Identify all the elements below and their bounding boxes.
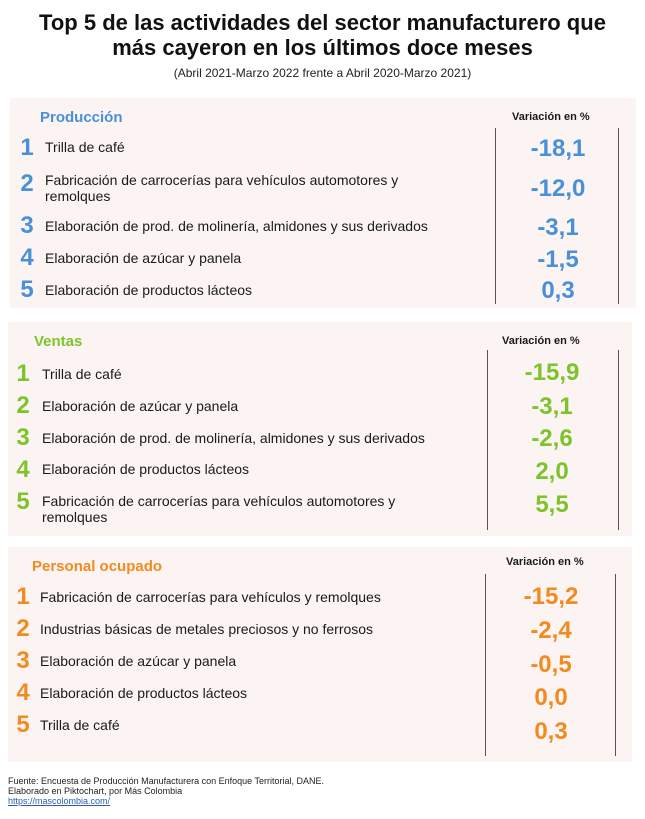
ventas-divider-left <box>487 350 488 530</box>
ventas-heading: Ventas <box>34 333 83 350</box>
produccion-divider-left <box>495 128 496 304</box>
rank-number: 4 <box>16 456 30 483</box>
produccion-heading: Producción <box>40 109 123 126</box>
personal-variation-heading: Variación en % <box>506 556 584 568</box>
activity-label: Elaboración de prod. de molinería, almid… <box>45 218 428 234</box>
rank-number: 5 <box>16 711 30 738</box>
rank-number: 3 <box>16 647 30 674</box>
activity-label: Fabricación de carrocerías para vehículo… <box>40 589 381 605</box>
activity-label: Elaboración de productos lácteos <box>40 685 248 701</box>
rank-number: 1 <box>16 583 30 610</box>
produccion-panel: Producción Variación en % 1 Trilla de ca… <box>10 98 636 308</box>
personal-heading: Personal ocupado <box>32 558 163 575</box>
title-block: Top 5 de las actividades del sector manu… <box>0 10 645 60</box>
variation-value: 2,0 <box>535 458 569 485</box>
variation-value: -12,0 <box>530 175 586 202</box>
personal-divider-left <box>485 574 486 756</box>
rank-number: 4 <box>20 244 34 271</box>
ventas-divider-right <box>618 350 619 530</box>
activity-label: Industrias básicas de metales preciosos … <box>40 621 374 637</box>
rank-number: 4 <box>16 679 30 706</box>
produccion-divider-right <box>618 128 619 304</box>
title-line-2: más cayeron en los últimos doce meses <box>112 35 533 60</box>
source-note: Fuente: Encuesta de Producción Manufactu… <box>8 776 325 786</box>
ventas-variation-heading: Variación en % <box>502 335 580 347</box>
subtitle: (Abril 2021-Marzo 2022 frente a Abril 20… <box>173 66 472 80</box>
rank-number: 3 <box>16 424 30 451</box>
website-link[interactable]: https://mascolombia.com/ <box>8 796 111 806</box>
activity-label: Trilla de café <box>40 717 120 733</box>
variation-value: -3,1 <box>531 393 573 420</box>
variation-value: -2,6 <box>531 425 573 452</box>
variation-value: -2,4 <box>530 617 572 644</box>
activity-label: Elaboración de azúcar y panela <box>42 398 239 414</box>
variation-value: -15,2 <box>523 583 579 610</box>
variation-value: 0,3 <box>541 277 575 304</box>
activity-label: Fabricación de carrocerías para vehículo… <box>42 493 396 525</box>
activity-label: Fabricación de carrocerías para vehículo… <box>45 172 399 204</box>
variation-value: -15,9 <box>524 359 580 386</box>
activity-label: Elaboración de azúcar y panela <box>45 250 242 266</box>
activity-label: Trilla de café <box>45 139 125 155</box>
rank-number: 2 <box>16 392 30 419</box>
rank-number: 1 <box>16 360 30 387</box>
variation-value: -18,1 <box>530 135 586 162</box>
activity-label: Elaboración de azúcar y panela <box>40 653 237 669</box>
activity-label: Elaboración de productos lácteos <box>45 282 253 298</box>
rank-number: 2 <box>20 170 34 197</box>
variation-value: -3,1 <box>537 214 579 241</box>
title-line-1: Top 5 de las actividades del sector manu… <box>39 10 606 35</box>
activity-label: Elaboración de productos lácteos <box>42 461 250 477</box>
variation-value: 0,0 <box>534 684 568 711</box>
produccion-variation-heading: Variación en % <box>512 111 590 123</box>
personal-divider-right <box>615 574 616 756</box>
activity-label: Elaboración de prod. de molinería, almid… <box>42 430 425 446</box>
footer: Fuente: Encuesta de Producción Manufactu… <box>8 776 324 806</box>
variation-value: -0,5 <box>530 651 572 678</box>
personal-panel: Personal ocupado Variación en % 1 Fabric… <box>8 547 632 762</box>
rank-number: 3 <box>20 212 34 239</box>
credit-note: Elaborado en Piktochart, por Más Colombi… <box>8 786 183 796</box>
rank-number: 5 <box>20 276 34 303</box>
variation-value: 5,5 <box>535 491 569 518</box>
rank-number: 1 <box>20 134 34 161</box>
ventas-panel: Ventas Variación en % 1 Trilla de café -… <box>8 322 632 536</box>
variation-value: 0,3 <box>534 718 568 745</box>
rank-number: 2 <box>16 615 30 642</box>
activity-label: Trilla de café <box>42 366 122 382</box>
variation-value: -1,5 <box>537 246 579 273</box>
rank-number: 5 <box>16 488 30 515</box>
